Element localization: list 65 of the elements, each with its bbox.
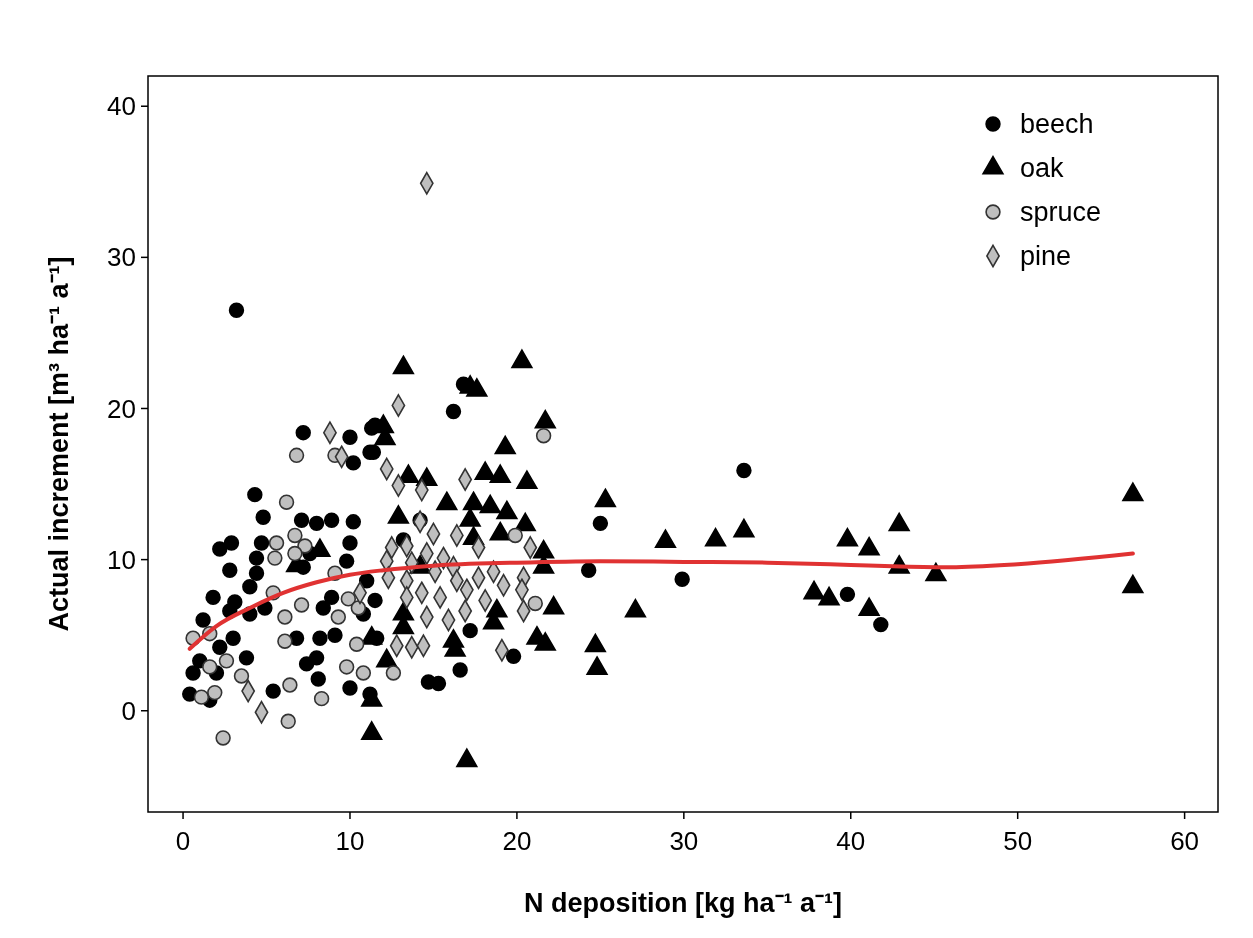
point	[287, 527, 303, 544]
point	[514, 512, 536, 532]
point	[278, 494, 295, 510]
point	[392, 355, 415, 375]
point	[459, 508, 481, 527]
point	[330, 609, 347, 625]
point	[288, 447, 305, 464]
point	[218, 653, 235, 669]
point	[282, 677, 298, 693]
point	[268, 535, 285, 551]
point	[340, 591, 357, 607]
y-axis-title: Actual increment [m³ ha⁻¹ a⁻¹]	[44, 256, 74, 632]
y-tick-label: 0	[121, 695, 136, 726]
point	[494, 435, 516, 455]
point	[287, 545, 303, 562]
point	[496, 500, 518, 520]
point	[297, 538, 313, 554]
x-tick-label: 30	[669, 826, 699, 856]
point	[385, 665, 402, 681]
point	[1122, 482, 1144, 502]
point	[267, 550, 283, 566]
point	[527, 595, 543, 612]
legend-label: spruce	[1020, 197, 1102, 228]
x-tick-label: 10	[335, 826, 365, 856]
point	[474, 461, 496, 480]
x-tick-label: 20	[502, 826, 532, 856]
point	[350, 600, 367, 616]
y-tick-label: 20	[107, 393, 136, 424]
point	[215, 730, 231, 746]
legend-label: oak	[1020, 153, 1065, 184]
x-axis-title: N deposition [kg ha⁻¹ a⁻¹]	[524, 888, 842, 918]
x-tick-label: 60	[1170, 826, 1200, 856]
point	[888, 512, 910, 532]
y-tick-label: 30	[107, 242, 136, 273]
point	[313, 690, 330, 707]
point	[280, 713, 296, 730]
legend-label: pine	[1020, 241, 1072, 272]
point	[479, 494, 501, 514]
point	[511, 349, 533, 369]
point	[507, 527, 523, 544]
point	[489, 464, 511, 484]
point	[516, 470, 538, 490]
point	[535, 427, 552, 444]
x-tick-label: 50	[1003, 826, 1033, 856]
point	[355, 665, 372, 681]
point	[387, 505, 410, 524]
point	[466, 378, 488, 397]
point	[207, 684, 223, 701]
point	[338, 659, 355, 675]
point	[534, 409, 556, 429]
point	[348, 636, 365, 652]
x-tick-label: 0	[175, 826, 191, 856]
point	[594, 488, 617, 508]
point	[277, 609, 293, 625]
point	[436, 491, 458, 511]
point	[193, 689, 210, 705]
point	[233, 668, 250, 684]
x-tick-label: 40	[836, 826, 866, 856]
legend-label: beech	[1020, 109, 1094, 140]
point	[462, 491, 485, 511]
point	[293, 597, 310, 613]
point	[202, 659, 218, 675]
y-tick-label: 10	[107, 544, 136, 575]
point	[277, 633, 293, 649]
y-tick-label: 40	[107, 91, 136, 122]
